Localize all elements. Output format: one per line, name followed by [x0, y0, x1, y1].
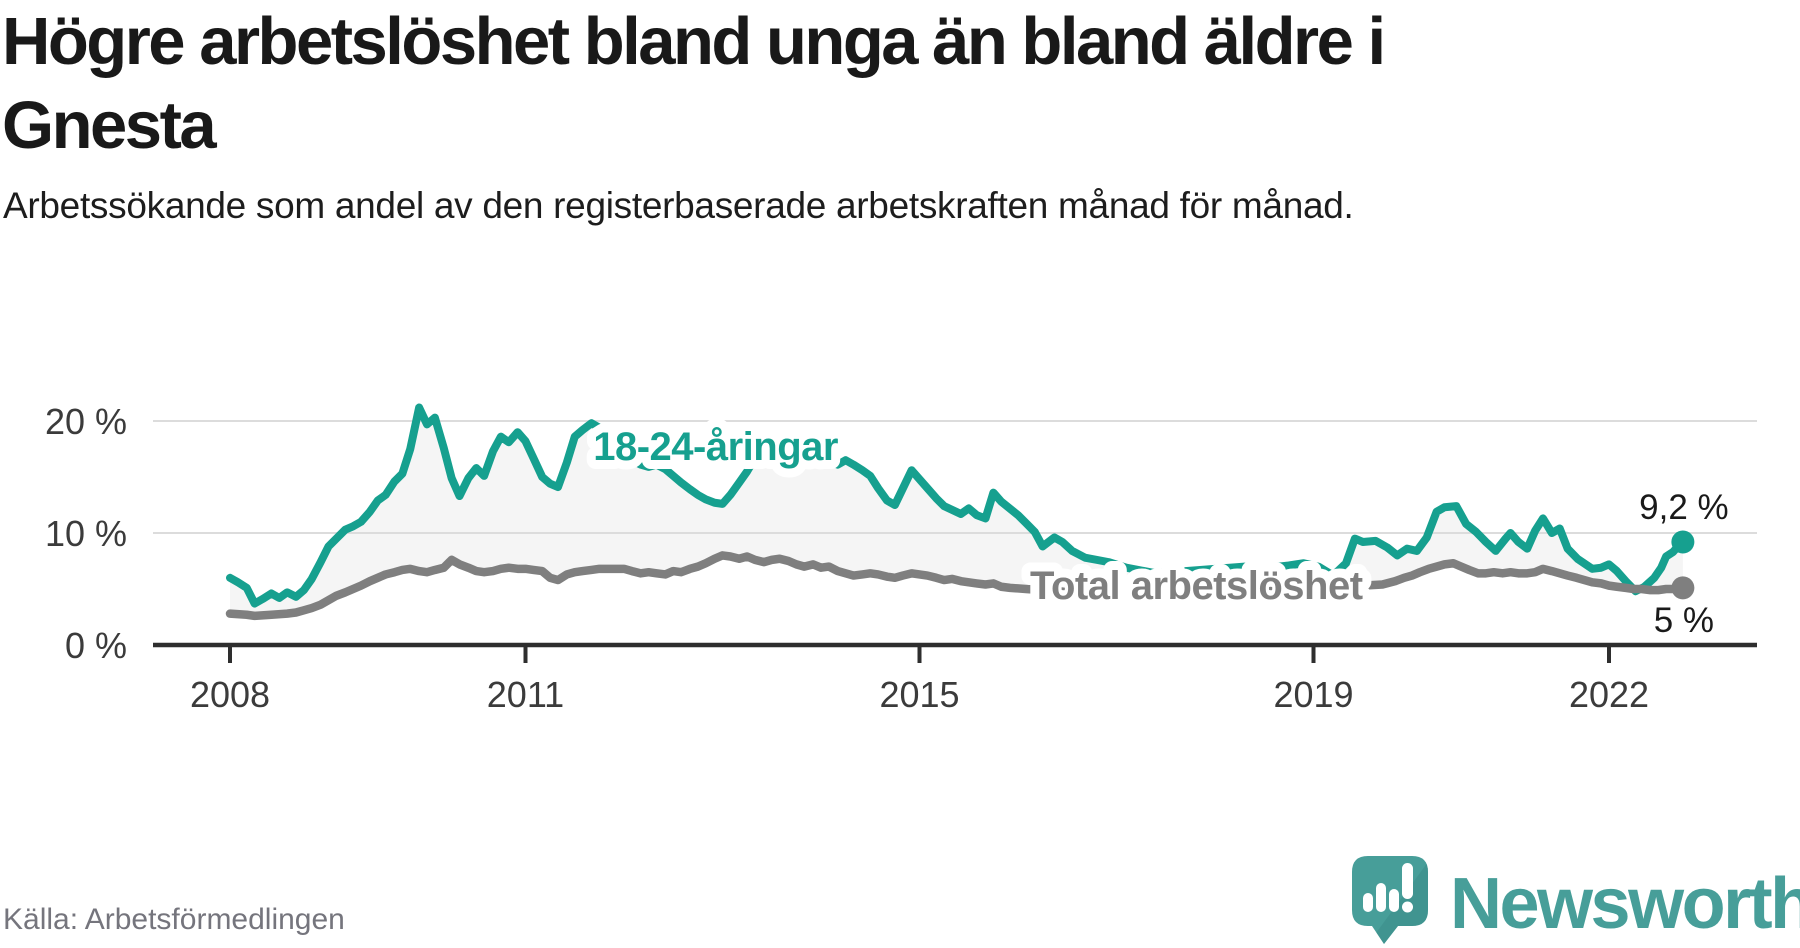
page-title: Högre arbetslöshet bland unga än bland ä… — [2, 4, 1386, 164]
end-value-total: 5 % — [1654, 601, 1714, 640]
chart-subtitle: Arbetssökande som andel av den registerb… — [3, 185, 1354, 226]
brand-wordmark: Newsworthy — [1450, 864, 1800, 944]
x-axis-tick-label: 2022 — [1569, 674, 1649, 715]
series-label-youth: 18-24-åringar — [593, 425, 838, 469]
source-note: Källa: Arbetsförmedlingen — [3, 903, 345, 936]
x-axis-tick-label: 2011 — [487, 674, 564, 715]
newsworthy-logo: Newsworthy — [1352, 856, 1800, 944]
logo-bar-icon — [1376, 883, 1386, 912]
line-youth-unemployment — [226, 403, 1687, 608]
y-axis-tick-label: 0 % — [65, 625, 127, 666]
end-dot-youth — [1671, 530, 1695, 554]
end-dot-total — [1671, 576, 1695, 600]
y-axis-tick-label: 20 % — [45, 401, 127, 442]
x-axis-tick-label: 2008 — [190, 674, 270, 715]
logo-bar-icon — [1389, 889, 1399, 912]
series-label-total: Total arbetslöshet — [1030, 564, 1363, 608]
logo-exclamation-dot — [1402, 901, 1413, 913]
x-axis-tick-label: 2015 — [879, 674, 959, 715]
unemployment-line-chart: 0 % 10 % 20 % 2008 2011 2015 2019 2022 18-24-åri… — [45, 401, 1757, 715]
end-value-youth: 9,2 % — [1639, 488, 1729, 527]
series-band-area — [230, 407, 1683, 616]
logo-bar-icon — [1363, 893, 1373, 912]
x-axis-tick-label: 2019 — [1273, 674, 1353, 715]
newsworthy-logo-icon — [1352, 856, 1428, 944]
logo-exclamation-icon — [1402, 863, 1413, 899]
y-axis-tick-label: 10 % — [45, 513, 127, 554]
line-total-unemployment — [225, 551, 1688, 621]
